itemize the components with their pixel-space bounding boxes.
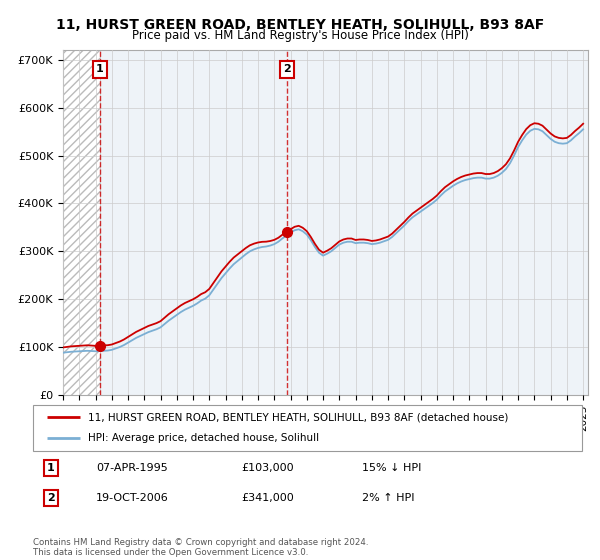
HPI: Average price, detached house, Solihull: (2.02e+03, 5.55e+05): Average price, detached house, Solihull:…: [580, 126, 587, 133]
11, HURST GREEN ROAD, BENTLEY HEATH, SOLIHULL, B93 8AF (detached house): [84, 342, 91, 349]
HPI: Average price, detached house, Solihull: (2.02e+03, 5.18e+05): Average price, detached house, Solihull:…: [515, 144, 522, 151]
HPI: Average price, detached house, Solihull: (1.99e+03, 9.2e+04): Average price, detached house, Solihull:…: [84, 347, 91, 354]
HPI: Average price, detached house, Solihull: (2e+03, 2.01e+05): Average price, detached house, Solihull:…: [202, 295, 209, 302]
FancyBboxPatch shape: [33, 405, 582, 451]
11, HURST GREEN ROAD, BENTLEY HEATH, SOLIHULL, B93 8AF (detached house): [202, 289, 209, 296]
HPI: Average price, detached house, Solihull: (1.99e+03, 8.8e+04): Average price, detached house, Solihull:…: [59, 349, 67, 356]
Text: £341,000: £341,000: [242, 493, 295, 503]
HPI: Average price, detached house, Solihull: (2.01e+03, 3.07e+05): Average price, detached house, Solihull:…: [332, 245, 339, 251]
11, HURST GREEN ROAD, BENTLEY HEATH, SOLIHULL, B93 8AF (detached house): [580, 120, 587, 127]
Text: 2% ↑ HPI: 2% ↑ HPI: [362, 493, 415, 503]
Text: 11, HURST GREEN ROAD, BENTLEY HEATH, SOLIHULL, B93 8AF (detached house): 11, HURST GREEN ROAD, BENTLEY HEATH, SOL…: [88, 412, 508, 422]
Text: 07-APR-1995: 07-APR-1995: [96, 463, 168, 473]
Text: 19-OCT-2006: 19-OCT-2006: [96, 493, 169, 503]
Text: Contains HM Land Registry data © Crown copyright and database right 2024.
This d: Contains HM Land Registry data © Crown c…: [33, 538, 368, 557]
Text: 2: 2: [47, 493, 55, 503]
11, HURST GREEN ROAD, BENTLEY HEATH, SOLIHULL, B93 8AF (detached house): [531, 120, 538, 127]
Line: 11, HURST GREEN ROAD, BENTLEY HEATH, SOLIHULL, B93 8AF (detached house): 11, HURST GREEN ROAD, BENTLEY HEATH, SOL…: [63, 123, 583, 347]
Text: £103,000: £103,000: [242, 463, 294, 473]
11, HURST GREEN ROAD, BENTLEY HEATH, SOLIHULL, B93 8AF (detached house): [368, 237, 376, 244]
Text: 1: 1: [47, 463, 55, 473]
Polygon shape: [63, 50, 100, 395]
Text: HPI: Average price, detached house, Solihull: HPI: Average price, detached house, Soli…: [88, 433, 319, 444]
11, HURST GREEN ROAD, BENTLEY HEATH, SOLIHULL, B93 8AF (detached house): [59, 344, 67, 351]
11, HURST GREEN ROAD, BENTLEY HEATH, SOLIHULL, B93 8AF (detached house): [332, 241, 339, 248]
11, HURST GREEN ROAD, BENTLEY HEATH, SOLIHULL, B93 8AF (detached house): [470, 170, 477, 177]
Text: 2: 2: [283, 64, 291, 74]
HPI: Average price, detached house, Solihull: (2.01e+03, 3.15e+05): Average price, detached house, Solihull:…: [368, 241, 376, 248]
Text: 1: 1: [96, 64, 104, 74]
HPI: Average price, detached house, Solihull: (2.02e+03, 5.56e+05): Average price, detached house, Solihull:…: [531, 125, 538, 132]
11, HURST GREEN ROAD, BENTLEY HEATH, SOLIHULL, B93 8AF (detached house): [515, 138, 522, 145]
HPI: Average price, detached house, Solihull: (2.02e+03, 4.53e+05): Average price, detached house, Solihull:…: [470, 175, 477, 181]
Text: 15% ↓ HPI: 15% ↓ HPI: [362, 463, 422, 473]
Text: 11, HURST GREEN ROAD, BENTLEY HEATH, SOLIHULL, B93 8AF: 11, HURST GREEN ROAD, BENTLEY HEATH, SOL…: [56, 18, 544, 32]
Text: Price paid vs. HM Land Registry's House Price Index (HPI): Price paid vs. HM Land Registry's House …: [131, 29, 469, 42]
Line: HPI: Average price, detached house, Solihull: HPI: Average price, detached house, Soli…: [63, 129, 583, 353]
